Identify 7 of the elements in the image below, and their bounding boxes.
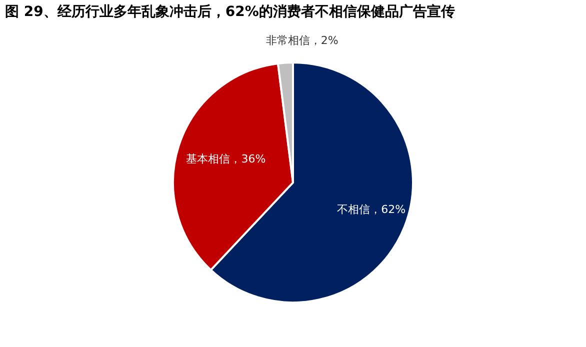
chart-title: 图 29、经历行业多年乱象冲击后，62%的消费者不相信保健品广告宣传 — [5, 3, 455, 20]
data-label: ，36% — [230, 152, 266, 166]
slice-label: 基本相信 — [186, 152, 230, 166]
slice-label: 不相信 — [337, 202, 370, 216]
data-label: ，62% — [370, 202, 406, 216]
data-label: ，2% — [310, 34, 338, 47]
slice-label: 非常相信 — [266, 34, 310, 47]
